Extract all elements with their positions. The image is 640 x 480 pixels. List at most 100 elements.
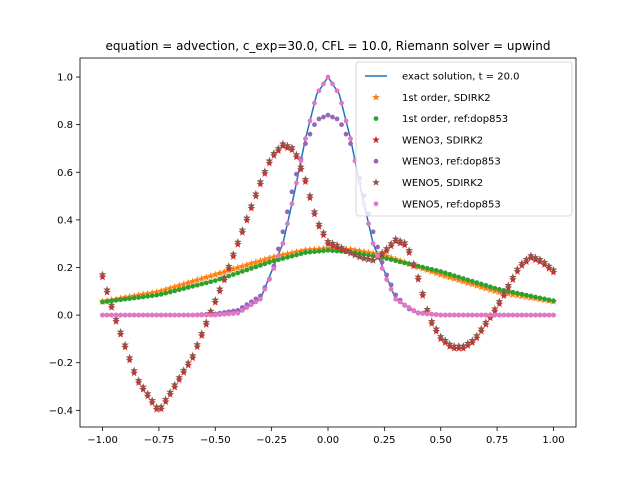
- data-point: [396, 236, 404, 245]
- data-point: [382, 246, 391, 255]
- data-point: [346, 245, 355, 253]
- data-point: [235, 270, 241, 276]
- data-point: [545, 262, 553, 270]
- data-point: [379, 266, 385, 271]
- data-point: [179, 366, 188, 374]
- data-point: [98, 273, 107, 281]
- data-point: [415, 263, 421, 269]
- data-point: [208, 279, 214, 285]
- data-point: [321, 114, 326, 120]
- data-point: [122, 296, 128, 302]
- data-point: [127, 312, 132, 318]
- data-point: [415, 310, 421, 316]
- data-point: [315, 245, 323, 253]
- data-point: [337, 243, 346, 251]
- data-point: [217, 312, 223, 318]
- data-point: [468, 338, 477, 346]
- data-point: [285, 209, 290, 215]
- data-point: [519, 312, 525, 318]
- data-point: [333, 243, 341, 251]
- data-point: [441, 272, 450, 280]
- plot-area: [98, 74, 558, 413]
- data-point: [229, 250, 238, 258]
- data-point: [244, 305, 250, 310]
- data-point: [483, 312, 489, 318]
- data-point: [247, 259, 256, 267]
- data-point: [112, 317, 120, 325]
- data-point: [316, 248, 322, 254]
- data-point: [513, 265, 522, 273]
- data-point: [459, 344, 468, 352]
- data-point: [206, 272, 215, 280]
- data-point: [486, 313, 495, 322]
- data-point: [208, 312, 214, 318]
- data-point: [172, 288, 178, 294]
- legend-box: [355, 61, 573, 217]
- data-point: [176, 287, 182, 293]
- data-point: [238, 228, 247, 236]
- data-point: [406, 261, 412, 267]
- data-point: [143, 389, 152, 397]
- data-point: [139, 383, 147, 391]
- data-point: [294, 252, 299, 258]
- data-point: [351, 251, 359, 259]
- data-point: [339, 100, 344, 106]
- data-point: [324, 237, 332, 245]
- data-point: [533, 312, 538, 318]
- data-point: [297, 165, 305, 173]
- data-point: [239, 307, 245, 313]
- data-point: [98, 270, 107, 278]
- data-point: [387, 242, 395, 250]
- y-tick-label: 0.2: [57, 263, 73, 274]
- data-point: [270, 253, 278, 261]
- data-point: [118, 312, 123, 318]
- data-point: [265, 156, 274, 165]
- data-point: [348, 141, 353, 147]
- data-point: [325, 247, 331, 253]
- data-point: [328, 241, 337, 249]
- data-point: [528, 312, 534, 318]
- data-point: [533, 294, 538, 300]
- data-point: [445, 340, 454, 348]
- data-point: [432, 327, 441, 335]
- legend-marker: [373, 158, 379, 164]
- data-point: [188, 351, 197, 359]
- x-tick-label: 1.00: [542, 435, 564, 446]
- data-point: [303, 250, 308, 255]
- data-point: [500, 291, 508, 300]
- data-point: [212, 278, 218, 283]
- data-point: [315, 220, 323, 228]
- data-point: [266, 277, 272, 282]
- legend-item: WENO5, SDIRK2: [372, 178, 483, 189]
- data-point: [393, 296, 399, 302]
- data-point: [346, 249, 355, 257]
- data-point: [172, 312, 178, 318]
- data-point: [206, 307, 215, 315]
- data-point: [288, 143, 296, 151]
- legend-label: 1st order, SDIRK2: [402, 93, 491, 104]
- data-point: [257, 296, 263, 302]
- data-point: [478, 281, 484, 287]
- data-point: [424, 265, 430, 271]
- data-point: [148, 288, 156, 297]
- legend-label: exact solution, t = 20.0: [402, 72, 520, 83]
- data-point: [154, 292, 160, 298]
- data-point: [197, 329, 206, 337]
- data-point: [469, 312, 475, 318]
- data-point: [487, 284, 493, 290]
- data-point: [468, 336, 477, 344]
- data-point: [121, 343, 129, 351]
- data-point: [445, 273, 454, 281]
- data-point: [131, 295, 137, 301]
- x-tick-label: −1.00: [87, 435, 118, 446]
- data-point: [220, 276, 229, 284]
- data-point: [375, 244, 380, 250]
- data-point: [274, 146, 283, 155]
- data-point: [306, 245, 314, 254]
- data-point: [378, 248, 386, 256]
- data-point: [514, 290, 520, 296]
- data-point: [104, 312, 110, 318]
- data-point: [482, 320, 490, 328]
- data-point: [271, 266, 277, 271]
